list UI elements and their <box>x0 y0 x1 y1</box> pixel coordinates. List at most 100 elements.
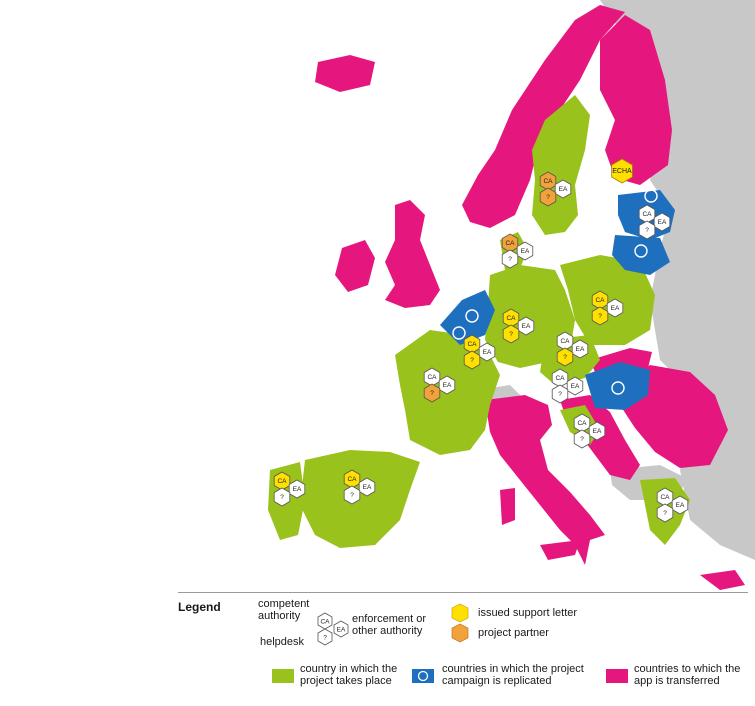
helpdesk-hex-icon <box>423 383 441 403</box>
legend-project-country: country in which the project takes place <box>300 663 398 687</box>
ca-badge-label: CA <box>347 476 357 483</box>
helpdesk-badge-label: ? <box>663 510 667 517</box>
badge-layer: CA EA? CA EA? CA EA? CA EA? CA EA? CA EA? CA EA? CA EA?… <box>273 158 689 523</box>
legend-divider <box>178 592 748 593</box>
replication-cycle-icon <box>452 326 466 340</box>
ea-hex-icon <box>606 298 624 318</box>
replication-cycle-icon <box>634 244 648 258</box>
country-italy <box>485 395 605 565</box>
ea-hex-icon <box>438 375 456 395</box>
ca-badge-label: CA <box>555 375 565 382</box>
helpdesk-badge-label: ? <box>280 494 284 501</box>
ca-badge-label: CA <box>277 478 287 485</box>
legend-competent-authority: competent authority <box>258 598 310 622</box>
helpdesk-badge-label: ? <box>350 492 354 499</box>
ea-badge-label: EA <box>593 428 602 435</box>
echa-badge-label: ECHA <box>612 168 632 175</box>
helpdesk-hex-icon <box>591 306 609 326</box>
replication-cycle-icon <box>417 670 429 682</box>
helpdesk-badge-label: ? <box>563 354 567 361</box>
helpdesk-hex-icon <box>573 429 591 449</box>
ca-badge-label: CA <box>543 178 553 185</box>
country-finland <box>600 15 672 185</box>
country-ireland <box>335 240 375 292</box>
legend-title: Legend <box>178 600 221 614</box>
country-uk <box>385 200 440 308</box>
country-sardinia <box>500 488 515 525</box>
legend-transferred: countries to which the app is transferre… <box>634 663 741 687</box>
ea-badge-label: EA <box>363 484 372 491</box>
helpdesk-hex-icon <box>273 487 291 507</box>
helpdesk-hex-icon <box>501 249 519 269</box>
country-iceland <box>315 55 375 92</box>
helpdesk-badge-label: ? <box>470 357 474 364</box>
replication-cycle-icon <box>611 381 625 395</box>
ea-badge-label: EA <box>571 383 580 390</box>
ea-hex-icon <box>358 477 376 497</box>
ea-badge-label: EA <box>483 349 492 356</box>
legend-project-partner: project partner <box>478 627 549 639</box>
legend-hex-ea-icon <box>333 620 349 638</box>
ea-hex-icon <box>554 179 572 199</box>
country-hungary <box>585 362 650 410</box>
helpdesk-hex-icon <box>539 187 557 207</box>
helpdesk-badge-label: ? <box>430 390 434 397</box>
ea-hex-icon <box>478 342 496 362</box>
ea-hex-icon <box>653 212 671 232</box>
ea-badge-label: EA <box>293 486 302 493</box>
country-norway <box>462 5 625 228</box>
ea-badge-label: EA <box>576 346 585 353</box>
replication-cycle-icon <box>644 189 658 203</box>
legend-replicated-swatch <box>412 669 434 683</box>
ea-badge-label: EA <box>611 305 620 312</box>
helpdesk-hex-icon <box>502 324 520 344</box>
ca-badge-label: CA <box>577 420 587 427</box>
helpdesk-badge-label: ? <box>509 331 513 338</box>
legend-enforcement: enforcement or other authority <box>352 613 426 637</box>
ea-hex-icon <box>517 316 535 336</box>
legend-hex-helpdesk-icon <box>317 628 333 646</box>
echa-hex-icon <box>611 158 633 184</box>
legend-helpdesk-text: ? <box>323 635 327 642</box>
helpdesk-hex-icon <box>556 347 574 367</box>
legend-project-country-swatch <box>272 669 294 683</box>
helpdesk-hex-icon <box>638 220 656 240</box>
ca-badge-label: CA <box>660 494 670 501</box>
ea-hex-icon <box>566 376 584 396</box>
ea-hex-icon <box>288 479 306 499</box>
helpdesk-hex-icon <box>551 384 569 404</box>
ca-badge-label: CA <box>506 315 516 322</box>
country-lithuania <box>612 235 670 275</box>
legend-support-letter-icon <box>451 603 469 623</box>
ca-badge-label: CA <box>560 338 570 345</box>
helpdesk-hex-icon <box>343 485 361 505</box>
helpdesk-badge-label: ? <box>558 391 562 398</box>
ea-hex-icon <box>588 421 606 441</box>
helpdesk-hex-icon <box>656 503 674 523</box>
legend-replicated: countries in which the project campaign … <box>442 663 584 687</box>
ea-badge-label: EA <box>658 219 667 226</box>
helpdesk-badge-label: ? <box>598 313 602 320</box>
ea-hex-icon <box>516 241 534 261</box>
helpdesk-badge-label: ? <box>546 194 550 201</box>
legend-support-letter: issued support letter <box>478 607 578 619</box>
ea-badge-label: EA <box>522 323 531 330</box>
legend-ca-text: CA <box>320 619 330 626</box>
ea-badge-label: EA <box>676 502 685 509</box>
ca-badge-label: CA <box>505 240 515 247</box>
ea-badge-label: EA <box>521 248 530 255</box>
ca-badge-label: CA <box>595 297 605 304</box>
legend-ea-text: EA <box>337 627 346 634</box>
ca-badge-label: CA <box>467 341 477 348</box>
legend-project-partner-icon <box>451 623 469 643</box>
country-sicily <box>540 540 580 560</box>
ea-badge-label: EA <box>559 186 568 193</box>
helpdesk-badge-label: ? <box>580 436 584 443</box>
legend-helpdesk: helpdesk <box>260 636 305 648</box>
ea-hex-icon <box>671 495 689 515</box>
helpdesk-badge-label: ? <box>645 227 649 234</box>
ea-hex-icon <box>571 339 589 359</box>
country-cyprus <box>700 570 745 590</box>
legend-transferred-swatch <box>606 669 628 683</box>
